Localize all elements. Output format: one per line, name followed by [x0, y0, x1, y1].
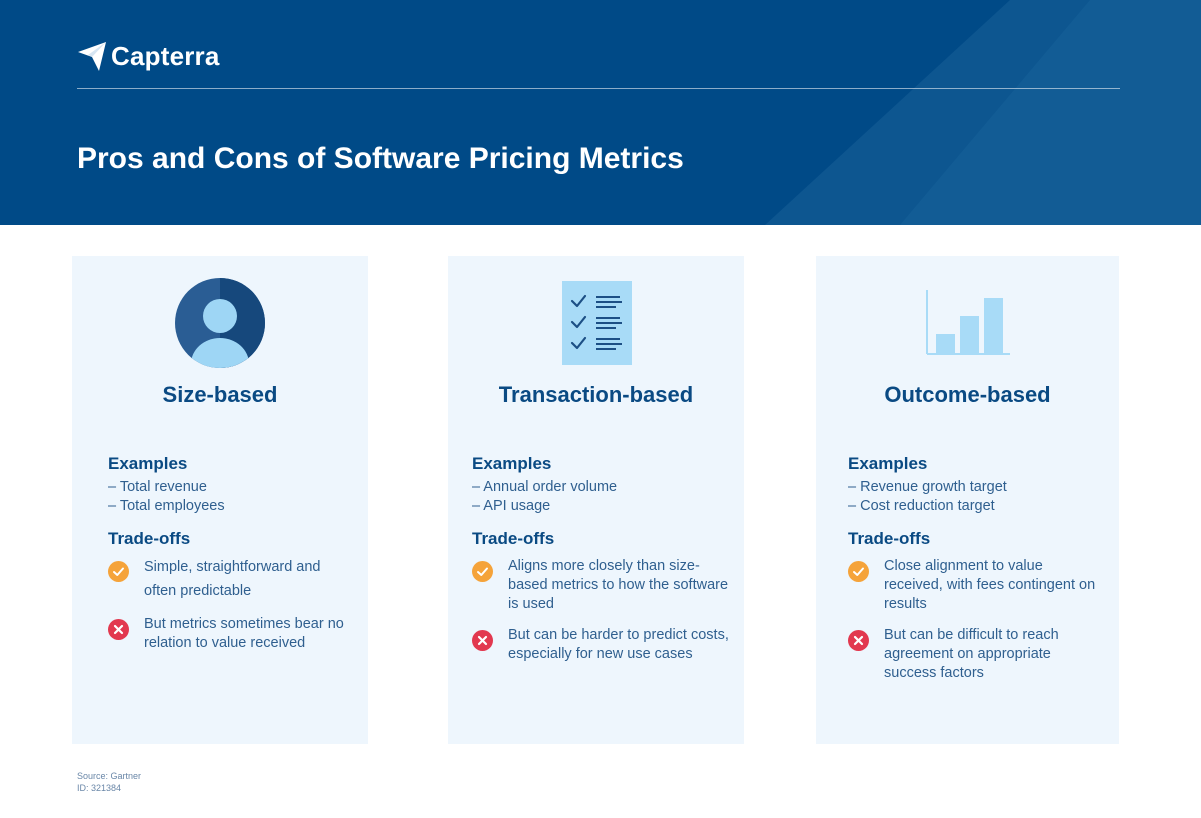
bar-chart-icon [925, 290, 1010, 355]
person-avatar-icon [175, 278, 265, 368]
card-outcome-based: Outcome-based Examples – Revenue growth … [816, 256, 1119, 744]
example-item: – Total employees [108, 498, 225, 514]
x-circle-icon [848, 630, 869, 651]
page-title: Pros and Cons of Software Pricing Metric… [77, 142, 684, 175]
card-transaction-based: Transaction-based Examples – Annual orde… [448, 256, 744, 744]
example-item: – API usage [472, 498, 551, 514]
tradeoff-pro: Simple, straightforward and often predic… [108, 557, 354, 603]
header-diagonal-shade [765, 0, 1201, 225]
example-item: – Total revenue [108, 479, 207, 495]
tradeoff-pro: Aligns more closely than size-based metr… [472, 557, 730, 614]
card-icon-wrap [72, 278, 368, 368]
card-title: Transaction-based [498, 382, 694, 407]
tradeoff-pro-text: Aligns more closely than size-based metr… [508, 558, 729, 612]
tradeoffs-heading: Trade-offs [472, 529, 555, 548]
examples-list: – Annual order volume – API usage [472, 478, 730, 516]
header-divider [77, 88, 1120, 89]
source-line: Source: Gartner [77, 771, 142, 781]
source-note: Source: Gartner ID: 321384 [77, 770, 141, 794]
tradeoff-pro: Close alignment to value received, with … [848, 557, 1105, 614]
id-line: ID: 321384 [77, 783, 122, 793]
x-circle-icon [108, 619, 129, 640]
example-item: – Revenue growth target [848, 479, 1007, 495]
card-size-based: Size-based Examples – Total revenue – To… [72, 256, 368, 744]
tradeoff-pro-text: Simple, straightforward and often predic… [144, 559, 321, 599]
tradeoff-con-text: But can be difficult to reach agreement … [884, 627, 1059, 681]
x-circle-icon [472, 630, 493, 651]
brand-name: Capterra [111, 40, 220, 71]
tradeoff-con: But metrics sometimes bear no relation t… [108, 615, 354, 653]
examples-list: – Total revenue – Total employees [108, 478, 354, 516]
card-content: Examples – Annual order volume – API usa… [472, 453, 730, 676]
example-item: – Cost reduction target [848, 498, 995, 514]
tradeoff-con-text: But metrics sometimes bear no relation t… [144, 616, 344, 651]
card-content: Examples – Total revenue – Total employe… [108, 453, 354, 665]
tradeoff-con-text: But can be harder to predict costs, espe… [508, 627, 729, 662]
capterra-arrow-icon [78, 42, 106, 71]
tradeoff-pro-text: Close alignment to value received, with … [884, 558, 1096, 612]
card-icon-wrap [449, 278, 745, 368]
tradeoff-con: But can be harder to predict costs, espe… [472, 626, 730, 664]
examples-heading: Examples [472, 454, 552, 473]
card-title: Size-based [162, 382, 278, 407]
check-circle-icon [108, 561, 129, 582]
tradeoff-con: But can be difficult to reach agreement … [848, 626, 1105, 683]
checklist-icon [562, 281, 632, 365]
check-circle-icon [848, 561, 869, 582]
capterra-logo[interactable]: Capterra [77, 38, 220, 74]
header-banner: Capterra Pros and Cons of Software Prici… [0, 0, 1201, 225]
examples-heading: Examples [848, 454, 928, 473]
card-content: Examples – Revenue growth target – Cost … [848, 453, 1105, 695]
examples-list: – Revenue growth target – Cost reduction… [848, 478, 1105, 516]
example-item: – Annual order volume [472, 479, 618, 495]
card-icon-wrap [816, 278, 1119, 368]
tradeoffs-heading: Trade-offs [108, 529, 191, 548]
examples-heading: Examples [108, 454, 188, 473]
tradeoffs-heading: Trade-offs [848, 529, 931, 548]
card-title: Outcome-based [884, 382, 1051, 407]
check-circle-icon [472, 561, 493, 582]
